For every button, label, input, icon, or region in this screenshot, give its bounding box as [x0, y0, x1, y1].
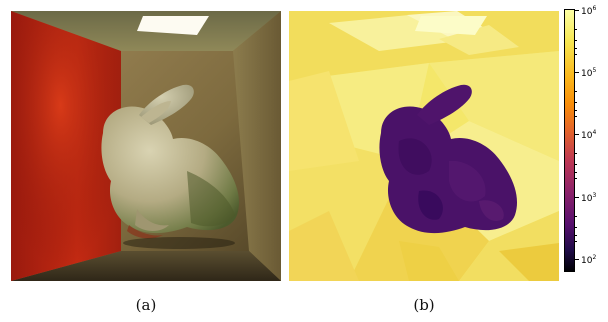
colorbar-minor-tick — [575, 102, 577, 103]
colorbar-minor-tick — [575, 178, 577, 179]
bunny-error-region — [379, 84, 518, 234]
colorbar-minor-tick — [575, 227, 577, 228]
colorbar-tick-label: 104 — [581, 129, 597, 141]
colorbar-tick-label: 106 — [581, 5, 597, 17]
colorbar-minor-tick — [575, 235, 577, 236]
colorbar — [564, 9, 575, 272]
colorbar-tick — [575, 259, 579, 260]
caption-a: (a) — [135, 296, 157, 314]
colorbar-minor-tick — [575, 40, 577, 41]
colorbar-minor-tick — [575, 164, 577, 165]
colorbar-tick — [575, 10, 579, 11]
colorbar-tick — [575, 197, 579, 198]
colorbar-minor-tick — [575, 216, 577, 217]
colorbar-tick-label: 103 — [581, 192, 597, 204]
colorbar-minor-tick — [575, 54, 577, 55]
rendered-scene-image — [11, 11, 281, 281]
colorbar-tick — [575, 72, 579, 73]
bunny-shape — [101, 84, 240, 239]
colorbar-minor-tick — [575, 116, 577, 117]
caption-b: (b) — [413, 296, 435, 314]
error-heatmap-image — [289, 11, 559, 281]
colorbar-tick-label: 102 — [581, 254, 597, 266]
colorbar-minor-tick — [575, 48, 577, 49]
colorbar-tick — [575, 134, 579, 135]
colorbar-minor-tick — [575, 172, 577, 173]
colorbar-minor-tick — [575, 110, 577, 111]
colorbar-tick-label: 105 — [581, 67, 597, 79]
colorbar-minor-tick — [575, 91, 577, 92]
colorbar-minor-tick — [575, 241, 577, 242]
colorbar-minor-tick — [575, 29, 577, 30]
colorbar-minor-tick — [575, 153, 577, 154]
